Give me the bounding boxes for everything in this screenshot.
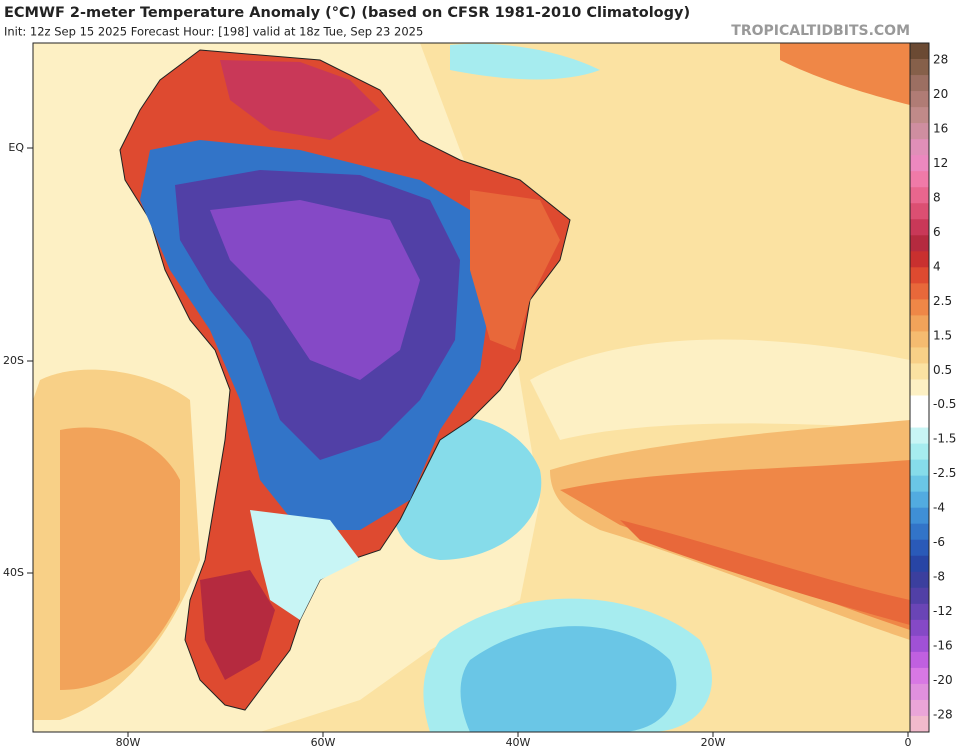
colorbar-swatch	[910, 235, 929, 252]
colorbar-swatch	[910, 331, 929, 348]
colorbar-swatch	[910, 363, 929, 380]
colorbar-swatch	[910, 699, 929, 717]
colorbar-swatch	[910, 411, 929, 429]
colorbar-label: -0.5	[933, 397, 956, 411]
lon-label: 60W	[311, 736, 336, 749]
colorbar-label: 0.5	[933, 363, 952, 377]
map-field	[32, 42, 911, 733]
colorbar-swatch	[910, 507, 929, 525]
colorbar-label: 6	[933, 225, 941, 239]
colorbar-swatch	[910, 635, 929, 653]
colorbar-label: -1.5	[933, 432, 956, 446]
colorbar-swatch	[910, 251, 929, 268]
colorbar-swatch	[910, 123, 929, 140]
colorbar-swatch	[910, 651, 929, 669]
colorbar-label: 20	[933, 87, 948, 101]
map-title: ECMWF 2-meter Temperature Anomaly (°C) (…	[4, 5, 690, 21]
colorbar-swatch	[910, 91, 929, 108]
lon-label: 80W	[116, 736, 141, 749]
colorbar-swatch	[910, 427, 929, 445]
colorbar-swatch	[910, 667, 929, 685]
lon-label: 40W	[506, 736, 531, 749]
colorbar-swatch	[910, 539, 929, 557]
colorbar-swatch	[910, 267, 929, 284]
colorbar-swatch	[910, 203, 929, 220]
lon-label: 0	[905, 736, 912, 749]
colorbar-label: 16	[933, 122, 948, 136]
colorbar-label: -28	[933, 707, 953, 721]
colorbar-swatch	[910, 571, 929, 589]
colorbar-swatch	[910, 219, 929, 236]
lat-label: 40S	[3, 566, 24, 579]
lat-label: EQ	[8, 141, 24, 154]
colorbar-swatch	[910, 315, 929, 332]
lat-label: 20S	[3, 354, 24, 367]
colorbar-frame	[909, 42, 930, 733]
colorbar-label: 4	[933, 259, 941, 273]
colorbar-swatch	[910, 491, 929, 509]
colorbar-swatch	[910, 187, 929, 204]
map-subtitle: Init: 12z Sep 15 2025 Forecast Hour: [19…	[4, 25, 423, 39]
colorbar-swatch	[910, 43, 929, 60]
colorbar-label: 1.5	[933, 328, 952, 342]
colorbar-swatch	[910, 715, 929, 733]
colorbar-swatch	[910, 283, 929, 300]
colorbar-swatch	[910, 443, 929, 461]
colorbar-swatch	[910, 347, 929, 364]
colorbar-label: -6	[933, 535, 945, 549]
colorbar-label: -4	[933, 501, 945, 515]
colorbar-swatch	[910, 139, 929, 156]
colorbar-label: 28	[933, 53, 948, 67]
colorbar-swatch	[910, 75, 929, 92]
colorbar-swatch	[910, 299, 929, 316]
watermark: TROPICALTIDBITS.COM	[731, 23, 910, 39]
colorbar-swatch	[910, 171, 929, 188]
colorbar-label: 12	[933, 156, 948, 170]
colorbar-swatch	[910, 379, 929, 397]
colorbar-swatch	[910, 523, 929, 541]
lon-label: 20W	[701, 736, 726, 749]
colorbar-swatch	[910, 107, 929, 124]
colorbar-swatch	[910, 155, 929, 172]
colorbar-label: 8	[933, 191, 941, 205]
colorbar-swatch	[910, 619, 929, 637]
colorbar-swatch	[910, 459, 929, 477]
colorbar-swatch	[910, 683, 929, 701]
colorbar-label: -20	[933, 673, 953, 687]
colorbar-swatch	[910, 555, 929, 573]
colorbar-swatch	[910, 587, 929, 605]
colorbar-swatch	[910, 59, 929, 76]
colorbar-swatch	[910, 603, 929, 621]
colorbar-swatch	[910, 475, 929, 493]
colorbar-label: -12	[933, 604, 953, 618]
colorbar-swatch	[910, 395, 929, 413]
colorbar-label: -8	[933, 569, 945, 583]
colorbar-label: 2.5	[933, 294, 952, 308]
colorbar-label: -2.5	[933, 466, 956, 480]
colorbar-label: -16	[933, 638, 953, 652]
